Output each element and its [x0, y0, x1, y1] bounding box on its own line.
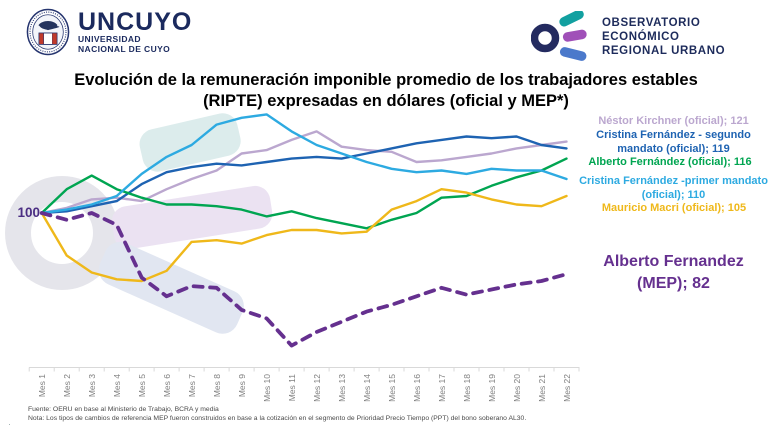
chart-title-line1: Evolución de la remuneración imponible p…	[74, 71, 698, 89]
uncuyo-logo: UNCUYO UNIVERSIDAD NACIONAL DE CUYO	[26, 8, 192, 56]
series-line-5	[39, 211, 569, 348]
x-axis-label: Mes 13	[337, 374, 347, 402]
x-axis-label: Mes 1	[37, 374, 47, 397]
x-axis-label: Mes 2	[62, 374, 72, 397]
series-line-3	[40, 113, 568, 215]
x-axis-label: Mes 5	[137, 374, 147, 397]
x-axis-label: Mes 7	[187, 374, 197, 397]
x-axis-label: Mes 6	[162, 374, 172, 397]
x-axis-label: Mes 3	[87, 374, 97, 397]
series-line-2	[40, 157, 568, 230]
uncuyo-sub2: NACIONAL DE CUYO	[78, 43, 171, 54]
x-axis-label: Mes 17	[437, 374, 447, 402]
uncuyo-seal-icon	[26, 8, 70, 56]
x-axis-label: Mes 9	[237, 374, 247, 397]
corner-mark: ·	[8, 419, 11, 429]
legend-nestor-kirchner: Néstor Kirchner (oficial); 121	[598, 115, 749, 127]
x-axis-label: Mes 22	[562, 374, 572, 402]
baseline-label: 100	[17, 205, 40, 220]
legend-mep-line2: (MEP); 82	[637, 275, 710, 292]
oeru-line3: REGIONAL URBANO	[602, 45, 726, 57]
x-axis-label: Mes 16	[412, 374, 422, 402]
x-axis-label: Mes 14	[362, 374, 372, 402]
chart-title-line2: (RIPTE) expresadas en dólares (oficial y…	[203, 92, 569, 110]
uncuyo-sub1: UNIVERSIDAD	[78, 34, 141, 44]
uncuyo-acronym: UNCUYO	[78, 8, 193, 36]
oeru-logo: OBSERVATORIO ECONÓMICO REGIONAL URBANO	[531, 11, 725, 63]
legend-alberto-fernandez: Alberto Fernández (oficial); 116	[588, 156, 752, 168]
x-axis-label: Mes 15	[387, 374, 397, 402]
oeru-line2: ECONÓMICO	[602, 31, 680, 43]
oeru-line1: OBSERVATORIO	[602, 17, 701, 29]
series-lines	[39, 113, 569, 348]
series-line-0	[40, 130, 568, 215]
legend-mep-line1: Alberto Fernandez	[603, 253, 744, 270]
series-line-1	[40, 135, 568, 215]
x-axis-label: Mes 21	[537, 374, 547, 402]
x-axis-label: Mes 20	[512, 374, 522, 402]
legend-mauricio-macri: Mauricio Macri (oficial); 105	[601, 202, 747, 214]
x-axis-label: Mes 18	[462, 374, 472, 402]
footer-notes: Fuente: OERU en base al Ministerio de Tr…	[28, 406, 526, 423]
x-axis: Mes 1 Mes 2 Mes 3 Mes 4 Mes 5 Mes 6 Mes 7 Mes 8…	[28, 367, 580, 402]
x-axis-label: Mes 19	[487, 374, 497, 402]
x-axis-label: Mes 4	[112, 374, 122, 397]
series-line-4	[40, 187, 568, 283]
legend-cristina-fernandez-2: Cristina Fernández - segundo mandato (of…	[596, 129, 751, 155]
x-axis-label: Mes 10	[262, 374, 272, 402]
oeru-mark-icon	[531, 11, 587, 61]
legend-alberto-fernandez-mep: Alberto Fernandez (MEP); 82	[575, 251, 772, 295]
x-axis-label: Mes 11	[287, 374, 297, 402]
legend-cristina-fernandez-1: Cristina Fernández -primer mandato (ofic…	[579, 175, 768, 201]
x-axis-label: Mes 12	[312, 374, 322, 402]
footer-nota: Nota: Los tipos de cambios de referencia…	[28, 414, 527, 422]
chart-title: Evolución de la remuneración imponible p…	[0, 70, 772, 112]
footer-fuente: Fuente: OERU en base al Ministerio de Tr…	[28, 406, 219, 413]
x-axis-label: Mes 8	[212, 374, 222, 397]
